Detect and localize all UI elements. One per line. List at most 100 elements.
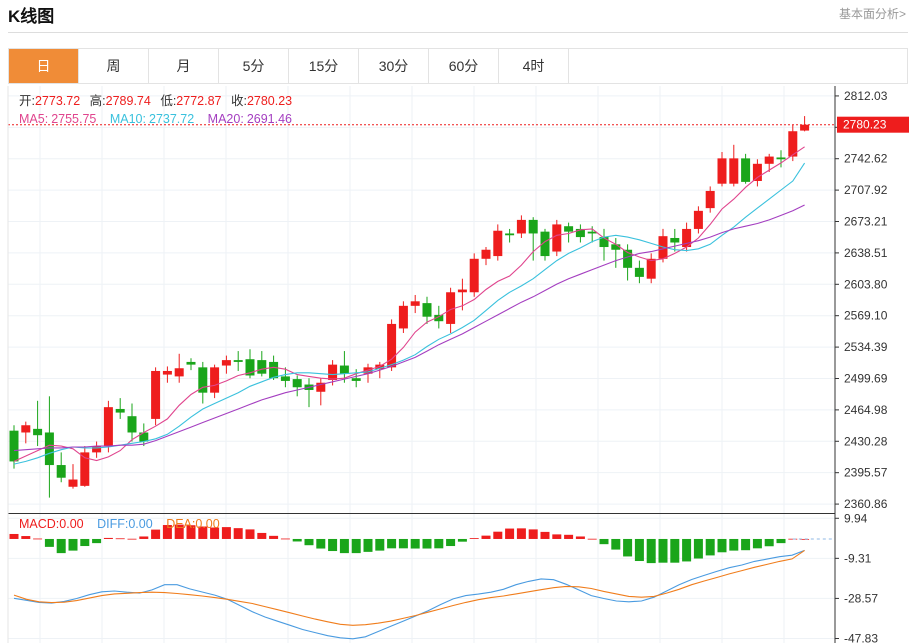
macd-bar <box>80 538 90 547</box>
candle <box>646 253 656 284</box>
tab-month[interactable]: 月 <box>149 49 219 83</box>
tab-week[interactable]: 周 <box>79 49 149 83</box>
candle <box>599 228 609 261</box>
close-value: 2780.23 <box>247 94 292 108</box>
candle <box>776 150 786 168</box>
candle <box>21 421 31 444</box>
macd-bar <box>56 538 66 554</box>
candle <box>162 366 172 383</box>
macd-bar <box>481 535 491 539</box>
candle-body <box>257 360 267 374</box>
candle <box>68 464 78 489</box>
candle-body <box>481 249 491 259</box>
candle-body <box>9 430 19 462</box>
macd-bar <box>634 538 644 562</box>
candle-body <box>457 289 467 293</box>
macd-bar <box>351 538 361 554</box>
macd-bar <box>422 538 432 549</box>
candle-body <box>446 292 456 324</box>
macd-tick-label: -28.57 <box>844 591 878 605</box>
price-tick-label: 2673.21 <box>844 215 888 229</box>
candle <box>139 423 149 447</box>
ma10-label: MA10: <box>110 112 146 126</box>
macd-bar <box>245 529 255 539</box>
tab-60min[interactable]: 60分 <box>429 49 499 83</box>
tab-4hour[interactable]: 4时 <box>499 49 569 83</box>
ma20-line <box>13 204 805 452</box>
candle-body <box>233 360 243 362</box>
candle <box>800 116 810 132</box>
macd-bar <box>587 538 597 540</box>
macd-bar <box>33 538 43 540</box>
macd-bar <box>186 525 196 539</box>
macd-bar <box>257 532 267 539</box>
candle <box>670 228 680 252</box>
macd-bar <box>210 527 220 539</box>
candle-body <box>328 364 338 381</box>
macd-bar <box>646 538 656 564</box>
macd-bar <box>540 531 550 539</box>
macd-bar <box>115 538 125 540</box>
macd-bar <box>304 538 314 546</box>
candle <box>469 253 479 297</box>
candle-body <box>717 158 727 184</box>
ma20-value: 2691.46 <box>247 112 292 126</box>
low-label: 低: <box>160 94 176 108</box>
candle <box>634 260 644 284</box>
macd-bar <box>505 528 515 539</box>
price-tick-label: 2707.92 <box>844 183 888 197</box>
price-tick-label: 2534.39 <box>844 340 888 354</box>
candle <box>552 219 562 257</box>
moving-average-lines <box>8 124 835 465</box>
candle-body <box>410 301 420 306</box>
candle <box>56 452 66 483</box>
macd-bar <box>174 524 184 539</box>
candle <box>198 361 208 404</box>
macd-panel <box>9 524 835 640</box>
candle-body <box>528 219 538 234</box>
macd-bar <box>446 538 456 547</box>
candle-body <box>776 157 786 160</box>
macd-bar <box>693 538 703 559</box>
chart-grid <box>8 86 835 643</box>
macd-bar <box>670 538 680 563</box>
open-value: 2773.72 <box>35 94 80 108</box>
tab-day[interactable]: 日 <box>9 49 79 83</box>
candle <box>752 159 762 187</box>
candle <box>186 358 196 371</box>
macd-bar <box>410 538 420 549</box>
candle <box>387 319 397 371</box>
candle-body <box>729 158 739 184</box>
candle <box>103 400 113 453</box>
candle <box>127 403 137 442</box>
candle-body <box>516 219 526 234</box>
candle <box>292 375 302 397</box>
candle-body <box>221 360 231 366</box>
diff-value: 0.00 <box>128 517 152 531</box>
ma5-line <box>13 146 805 462</box>
candle <box>741 153 751 184</box>
macd-bar <box>198 526 208 539</box>
macd-bar <box>162 525 172 539</box>
candle-body <box>68 479 78 487</box>
price-tick-label: 2603.80 <box>844 277 888 291</box>
tab-30min[interactable]: 30分 <box>359 49 429 83</box>
candle-body <box>351 378 361 381</box>
candle <box>788 124 798 162</box>
tab-15min[interactable]: 15分 <box>289 49 359 83</box>
ma5-value: 2755.75 <box>51 112 96 126</box>
candle-body <box>540 231 550 257</box>
fundamental-analysis-link[interactable]: 基本面分析> <box>838 7 906 21</box>
candle-body <box>387 323 397 368</box>
macd-bar <box>233 528 243 539</box>
candle-body <box>682 228 692 248</box>
candle-body <box>139 432 149 442</box>
tab-5min[interactable]: 5分 <box>219 49 289 83</box>
low-value: 2772.87 <box>176 94 221 108</box>
candle-body <box>80 452 90 486</box>
candle <box>221 355 231 374</box>
candle <box>575 224 585 243</box>
macd-bar <box>292 538 302 542</box>
macd-bar <box>705 538 715 556</box>
